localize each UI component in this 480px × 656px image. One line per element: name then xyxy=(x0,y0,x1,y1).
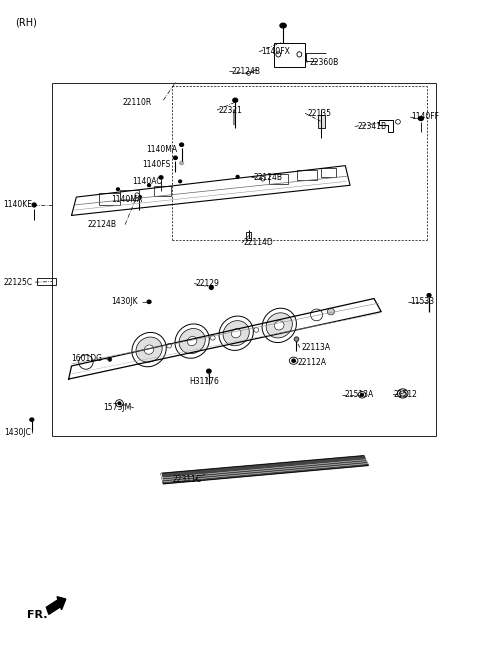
Text: 22113A: 22113A xyxy=(301,343,330,352)
Ellipse shape xyxy=(280,23,286,28)
Ellipse shape xyxy=(397,389,408,398)
FancyBboxPatch shape xyxy=(246,232,252,239)
FancyBboxPatch shape xyxy=(36,277,56,285)
Ellipse shape xyxy=(311,309,323,321)
Ellipse shape xyxy=(419,117,423,121)
FancyBboxPatch shape xyxy=(322,169,336,177)
Ellipse shape xyxy=(327,308,335,315)
Ellipse shape xyxy=(261,176,265,181)
Ellipse shape xyxy=(289,357,298,364)
FancyBboxPatch shape xyxy=(269,174,288,184)
Text: FR.: FR. xyxy=(27,609,48,620)
Text: 21513A: 21513A xyxy=(344,390,373,400)
FancyBboxPatch shape xyxy=(120,190,140,200)
Text: 22124B: 22124B xyxy=(253,173,282,182)
Ellipse shape xyxy=(233,98,238,102)
Text: 21512: 21512 xyxy=(393,390,417,400)
Ellipse shape xyxy=(79,355,93,369)
Text: (RH): (RH) xyxy=(15,17,37,27)
Ellipse shape xyxy=(399,391,406,396)
Ellipse shape xyxy=(32,203,36,207)
FancyBboxPatch shape xyxy=(154,186,170,195)
Text: 22311C: 22311C xyxy=(173,476,202,484)
Ellipse shape xyxy=(147,300,151,304)
Text: 22321: 22321 xyxy=(218,106,242,115)
Ellipse shape xyxy=(231,329,241,338)
Text: 1140AO: 1140AO xyxy=(132,177,163,186)
FancyBboxPatch shape xyxy=(99,193,120,205)
Ellipse shape xyxy=(360,394,363,396)
Ellipse shape xyxy=(247,72,251,75)
Ellipse shape xyxy=(209,285,213,289)
Text: 22341B: 22341B xyxy=(357,122,386,131)
Ellipse shape xyxy=(207,369,211,373)
Ellipse shape xyxy=(358,392,366,398)
Ellipse shape xyxy=(144,345,154,354)
Ellipse shape xyxy=(173,156,177,159)
Ellipse shape xyxy=(180,143,183,146)
Ellipse shape xyxy=(266,313,292,338)
Text: 1140KE: 1140KE xyxy=(3,201,32,209)
Text: 1140FF: 1140FF xyxy=(411,112,439,121)
Text: 22135: 22135 xyxy=(307,109,331,118)
Ellipse shape xyxy=(148,184,151,186)
FancyBboxPatch shape xyxy=(318,115,324,129)
Ellipse shape xyxy=(262,308,296,342)
Text: 1140MA: 1140MA xyxy=(111,195,142,204)
Ellipse shape xyxy=(219,316,253,350)
Ellipse shape xyxy=(210,335,215,340)
Ellipse shape xyxy=(275,321,284,330)
Polygon shape xyxy=(161,456,368,483)
Text: 22110R: 22110R xyxy=(123,98,152,107)
Ellipse shape xyxy=(396,119,400,124)
Ellipse shape xyxy=(30,418,34,421)
Ellipse shape xyxy=(187,337,197,346)
Ellipse shape xyxy=(159,176,163,179)
Text: 22124B: 22124B xyxy=(231,67,260,76)
Ellipse shape xyxy=(179,329,205,354)
Text: 1573JM: 1573JM xyxy=(104,403,132,413)
Ellipse shape xyxy=(118,402,121,405)
Text: 1140FS: 1140FS xyxy=(142,160,170,169)
Text: 1430JC: 1430JC xyxy=(4,428,31,438)
Text: 1140MA: 1140MA xyxy=(147,145,178,154)
Text: 22125C: 22125C xyxy=(3,277,32,287)
Text: 1430JK: 1430JK xyxy=(111,297,137,306)
Ellipse shape xyxy=(175,324,209,358)
Ellipse shape xyxy=(108,358,112,361)
Text: 22114D: 22114D xyxy=(244,238,274,247)
Text: 11533: 11533 xyxy=(410,297,434,306)
Ellipse shape xyxy=(292,359,295,362)
Text: 22124B: 22124B xyxy=(88,220,117,229)
Ellipse shape xyxy=(276,52,281,57)
Text: 1140FX: 1140FX xyxy=(262,47,290,56)
Text: 22112A: 22112A xyxy=(298,358,326,367)
Ellipse shape xyxy=(254,328,259,332)
Ellipse shape xyxy=(109,358,111,360)
Ellipse shape xyxy=(294,337,299,341)
FancyArrow shape xyxy=(47,597,66,614)
Ellipse shape xyxy=(236,175,239,178)
Ellipse shape xyxy=(136,337,162,362)
Ellipse shape xyxy=(179,180,181,182)
Ellipse shape xyxy=(117,188,120,190)
Ellipse shape xyxy=(116,400,123,407)
Ellipse shape xyxy=(297,52,302,57)
Ellipse shape xyxy=(167,343,171,348)
Text: 22360B: 22360B xyxy=(310,58,339,68)
Ellipse shape xyxy=(180,161,183,165)
FancyBboxPatch shape xyxy=(298,171,317,180)
Ellipse shape xyxy=(138,195,142,199)
Ellipse shape xyxy=(135,193,139,197)
Ellipse shape xyxy=(132,333,166,367)
Text: 1601DG: 1601DG xyxy=(72,354,103,363)
Text: H31176: H31176 xyxy=(190,377,220,386)
Ellipse shape xyxy=(427,294,431,297)
Ellipse shape xyxy=(223,321,249,346)
Text: 22129: 22129 xyxy=(196,279,220,288)
